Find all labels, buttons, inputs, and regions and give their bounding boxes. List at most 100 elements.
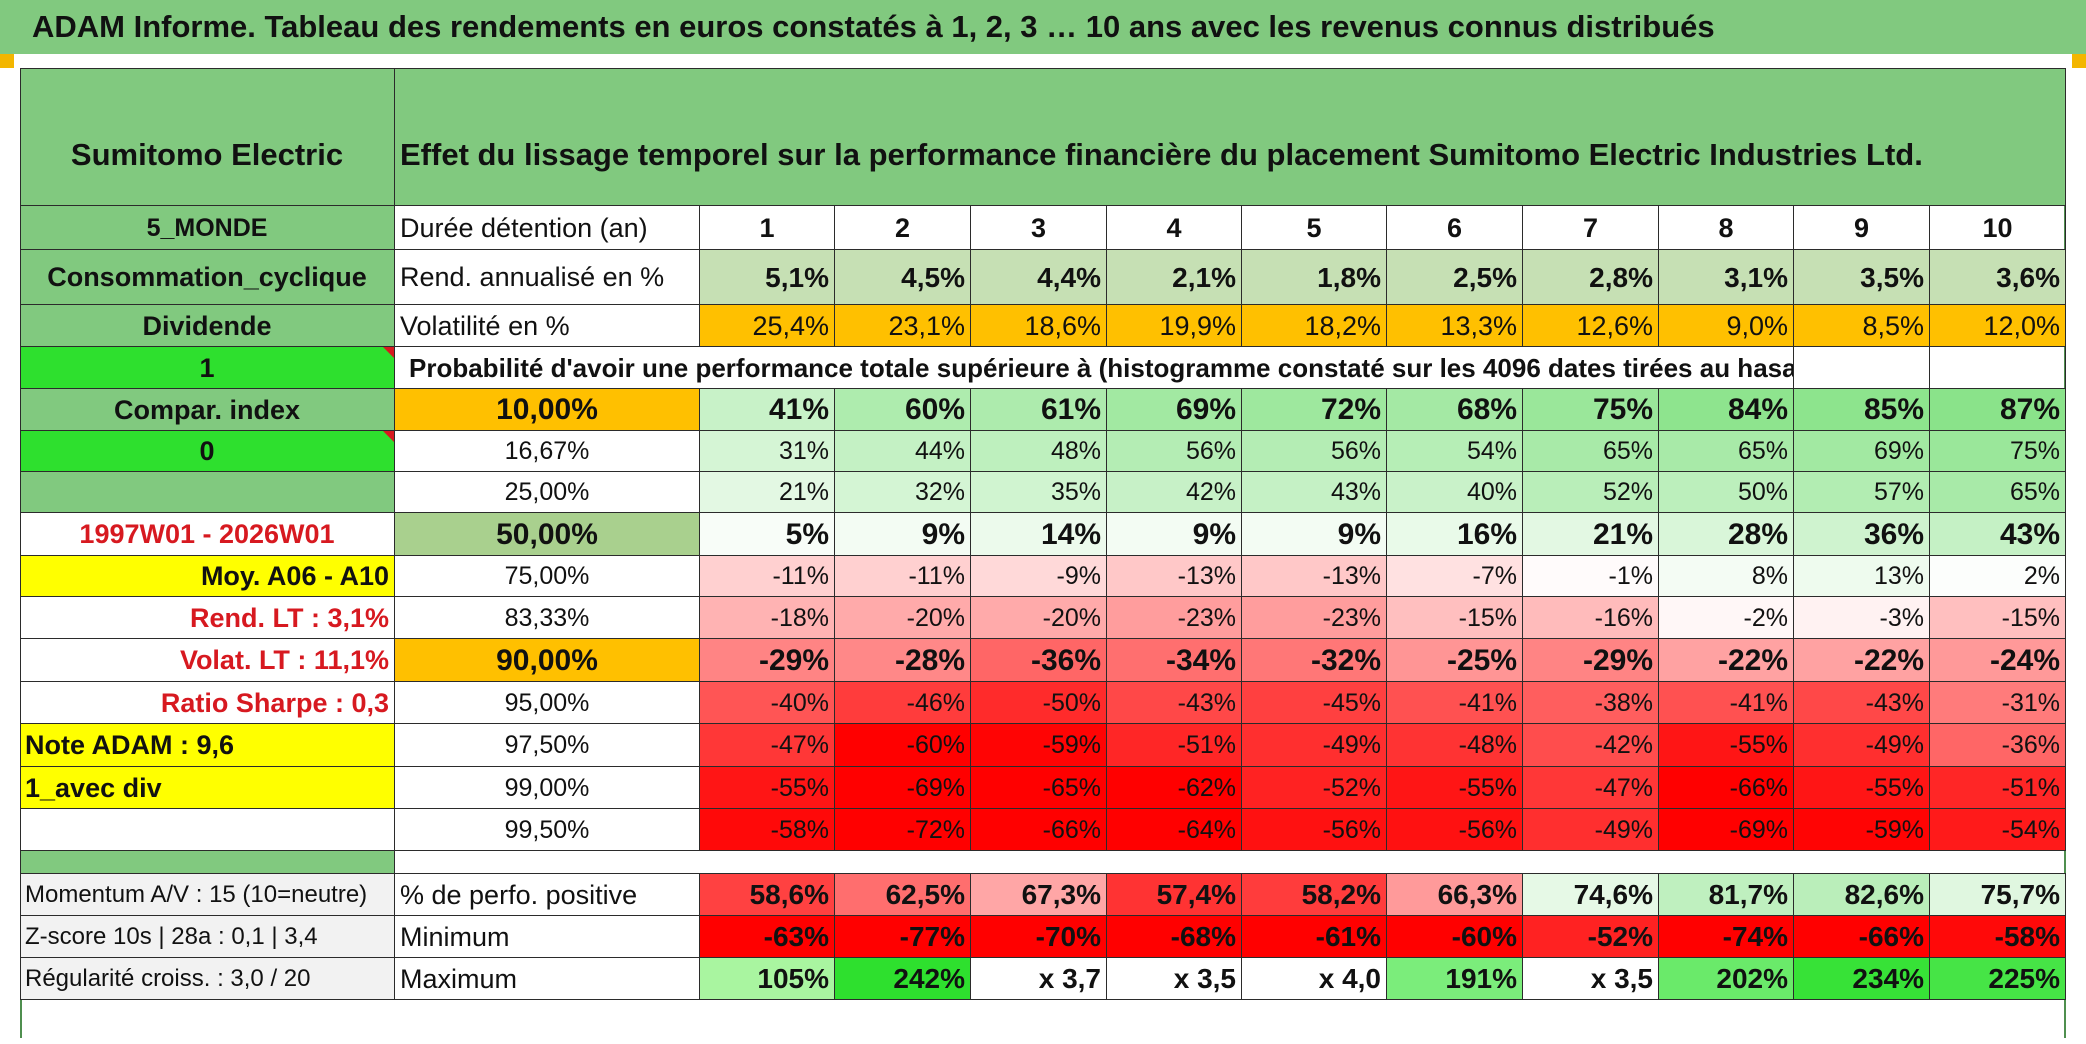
quantile-label: 90,00%: [395, 639, 700, 682]
quantile-value: -29%: [700, 639, 835, 682]
vol-value: 23,1%: [835, 305, 971, 347]
quantile-value: -69%: [835, 767, 971, 809]
regularite-label: Régularité croiss. : 3,0 / 20: [20, 958, 395, 1000]
positive-value: 74,6%: [1523, 874, 1659, 916]
quantile-value: 41%: [700, 389, 835, 431]
quantile-value: 40%: [1387, 472, 1523, 513]
quantile-value: -22%: [1794, 639, 1930, 682]
positive-value: 58,2%: [1242, 874, 1387, 916]
company-name: Sumitomo Electric Industries Ltd: [20, 68, 395, 206]
quantile-value: -55%: [1794, 767, 1930, 809]
positive-value: 75,7%: [1930, 874, 2066, 916]
year-header: 7: [1523, 206, 1659, 250]
quantile-label: 83,33%: [395, 597, 700, 639]
blank-green: [20, 472, 395, 513]
year-header: 10: [1930, 206, 2066, 250]
rend-value: 3,5%: [1794, 250, 1930, 305]
max-value: 234%: [1794, 958, 1930, 1000]
period-label: 1997W01 - 2026W01: [20, 513, 395, 556]
quantile-value: 60%: [835, 389, 971, 431]
quantile-value: 43%: [1930, 513, 2066, 556]
max-value: x 3,7: [971, 958, 1107, 1000]
max-value: 225%: [1930, 958, 2066, 1000]
min-value: -66%: [1794, 916, 1930, 958]
positive-value: 67,3%: [971, 874, 1107, 916]
rend-value: 3,6%: [1930, 250, 2066, 305]
quantile-label: 10,00%: [395, 389, 700, 431]
quantile-value: -55%: [1387, 767, 1523, 809]
quantile-value: -49%: [1794, 724, 1930, 767]
sector-label: Consommation_cyclique: [20, 250, 395, 305]
year-header: 6: [1387, 206, 1523, 250]
year-header: 8: [1659, 206, 1794, 250]
vol-value: 8,5%: [1794, 305, 1930, 347]
quantile-value: 9%: [835, 513, 971, 556]
quantile-label: 99,50%: [395, 809, 700, 851]
rend-label: Rend. annualisé en %: [395, 250, 700, 305]
quantile-value: -31%: [1930, 682, 2066, 724]
quantile-value: 72%: [1242, 389, 1387, 431]
min-value: -61%: [1242, 916, 1387, 958]
adam-note: Note ADAM : 9,6: [20, 724, 395, 767]
quantile-value: 35%: [971, 472, 1107, 513]
quantile-value: -47%: [700, 724, 835, 767]
quantile-value: 68%: [1387, 389, 1523, 431]
quantile-value: 31%: [700, 431, 835, 472]
quantile-value: 65%: [1659, 431, 1794, 472]
quantile-value: -7%: [1387, 556, 1523, 597]
min-value: -58%: [1930, 916, 2066, 958]
max-value: 105%: [700, 958, 835, 1000]
quantile-value: -52%: [1242, 767, 1387, 809]
year-header: 1: [700, 206, 835, 250]
region-label: 5_MONDE: [20, 206, 395, 250]
quantile-value: -41%: [1387, 682, 1523, 724]
quantile-label: 97,50%: [395, 724, 700, 767]
quantile-value: -62%: [1107, 767, 1242, 809]
quantile-value: -49%: [1242, 724, 1387, 767]
quantile-value: 75%: [1523, 389, 1659, 431]
flag-zero: 0: [20, 431, 395, 472]
quantile-value: -58%: [700, 809, 835, 851]
quantile-value: 56%: [1107, 431, 1242, 472]
zscore-label: Z-score 10s | 28a : 0,1 | 3,4: [20, 916, 395, 958]
quantile-value: -23%: [1107, 597, 1242, 639]
quantile-value: -18%: [700, 597, 835, 639]
quantile-value: 75%: [1930, 431, 2066, 472]
vol-label: Volatilité en %: [395, 305, 700, 347]
year-header: 2: [835, 206, 971, 250]
quantile-label: 16,67%: [395, 431, 700, 472]
year-header: 3: [971, 206, 1107, 250]
positive-value: 81,7%: [1659, 874, 1794, 916]
positive-value: 66,3%: [1387, 874, 1523, 916]
quantile-value: -41%: [1659, 682, 1794, 724]
quantile-value: 69%: [1107, 389, 1242, 431]
quantile-value: -55%: [1659, 724, 1794, 767]
min-value: -63%: [700, 916, 835, 958]
rend-value: 2,5%: [1387, 250, 1523, 305]
year-header: 9: [1794, 206, 1930, 250]
sharpe-label: Ratio Sharpe : 0,3: [20, 682, 395, 724]
quantile-value: -11%: [835, 556, 971, 597]
rend-value: 2,1%: [1107, 250, 1242, 305]
quantile-value: -40%: [700, 682, 835, 724]
vol-value: 18,6%: [971, 305, 1107, 347]
quantile-value: -51%: [1107, 724, 1242, 767]
quantile-value: 52%: [1523, 472, 1659, 513]
quantile-value: -49%: [1523, 809, 1659, 851]
positive-value: 62,5%: [835, 874, 971, 916]
quantile-value: 57%: [1794, 472, 1930, 513]
quantile-value: -2%: [1659, 597, 1794, 639]
quantile-value: 9%: [1107, 513, 1242, 556]
quantile-label: 95,00%: [395, 682, 700, 724]
quantile-value: -20%: [971, 597, 1107, 639]
quantile-value: -28%: [835, 639, 971, 682]
quantile-value: 13%: [1794, 556, 1930, 597]
quantile-value: -3%: [1794, 597, 1930, 639]
vol-value: 12,6%: [1523, 305, 1659, 347]
max-label: Maximum: [395, 958, 700, 1000]
quantile-value: 48%: [971, 431, 1107, 472]
quantile-value: 32%: [835, 472, 971, 513]
quantile-value: 44%: [835, 431, 971, 472]
quantile-value: 5%: [700, 513, 835, 556]
dividend-label: Dividende: [20, 305, 395, 347]
